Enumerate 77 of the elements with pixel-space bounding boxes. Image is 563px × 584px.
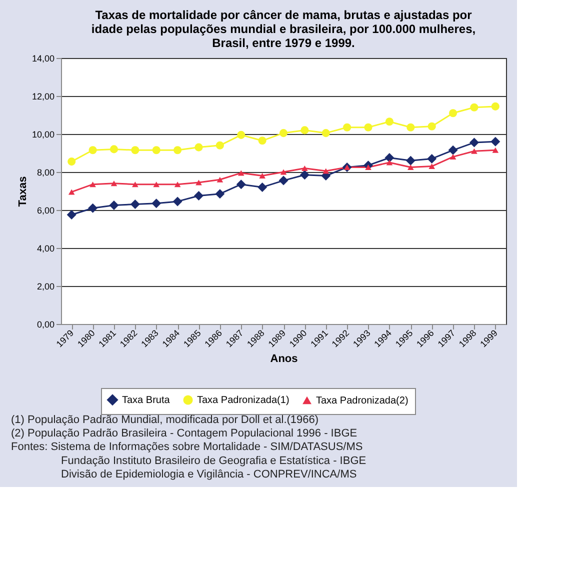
y-tick-label: 6,00 [36,206,54,216]
point [90,182,96,188]
x-axis-title: Anos [270,353,298,366]
y-tick-label: 14,00 [32,54,54,64]
point [174,146,182,154]
legend-label: Taxa Padronizada(2) [316,396,408,407]
point [238,170,244,176]
legend-label: Taxa Bruta [122,394,170,406]
text: (1) População Padrão Mundial, modificada por Doll et al.(1966) [11,414,319,426]
point [385,118,394,126]
text: Fontes: Sistema de Informações sobre Mortalidade - SIM/DATASUS/MS [11,441,363,454]
point [88,146,97,154]
point [130,200,140,210]
y-tick-label: 12,00 [32,92,54,102]
point [492,147,499,153]
point [471,148,478,154]
point [216,176,224,182]
point [110,145,118,154]
point [427,154,437,164]
y-tick-label: 10,00 [32,130,54,140]
point [66,210,76,220]
point [450,154,456,160]
point [491,102,500,110]
point [322,129,330,138]
point [343,123,352,132]
point [258,182,268,192]
point [322,168,330,174]
point [406,123,415,132]
point [259,173,266,179]
point [237,130,246,139]
y-tick-label: 8,00 [36,168,54,178]
point [278,176,288,186]
point [153,182,160,188]
text: Divisão de Epidemiologia e Vigilância - CONPREV/INCA/MS [61,468,357,480]
point [109,200,119,210]
point [470,103,478,112]
point [448,145,458,155]
point [258,136,266,145]
point [407,164,414,170]
y-axis-title: Taxas [16,176,29,207]
point [196,180,202,186]
point [216,141,224,150]
point [68,189,75,195]
point [131,146,140,154]
point [300,170,310,180]
point [469,138,479,148]
point [302,165,308,171]
chart-title: Taxas de mortalidade por câncer de mama, brutas e ajustadas por idade pelas populações mundial e brasileira, por 100.000 mulheres, Brasil, entre 1979 e 1999. [91,8,476,50]
point [490,136,500,146]
point [194,143,203,152]
point [279,129,288,138]
point [428,122,436,130]
y-tick-label: 0,00 [36,320,54,330]
text: (2) População Padrão Brasileira - Contagem Populacional 1996 - IBGE [11,428,358,440]
point [280,169,287,175]
point [386,160,393,166]
point [132,182,138,188]
point [88,203,98,213]
y-tick-label: 4,00 [36,244,54,254]
point [152,146,160,154]
point [194,191,204,200]
point [152,198,162,208]
point [448,109,458,118]
point [406,156,416,166]
y-tick-label: 2,00 [36,282,54,292]
point [300,126,309,134]
point [68,158,76,166]
point [174,182,181,188]
legend-label: Taxa Padronizada(1) [197,394,290,406]
point [428,164,435,170]
point [215,189,225,199]
point [172,196,182,206]
point [236,180,246,190]
point [110,180,118,186]
point [384,153,394,162]
point [364,123,372,132]
text: Fundação Instituto Brasileiro de Geografia e Estatística - IBGE [61,454,366,467]
